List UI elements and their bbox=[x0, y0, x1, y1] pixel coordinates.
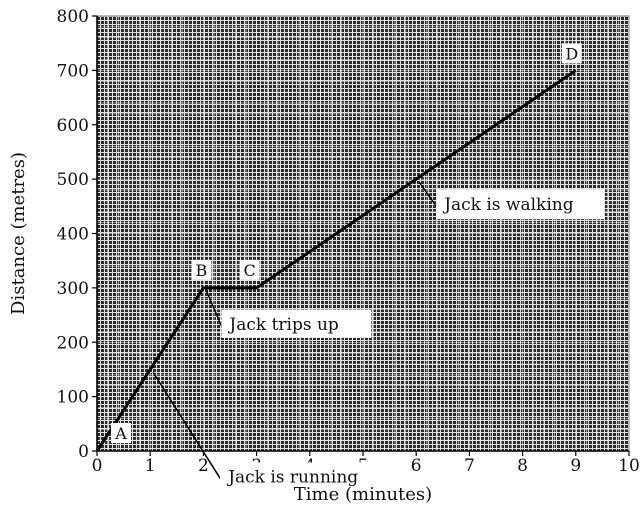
annotation-leader bbox=[205, 290, 223, 327]
point-marker-a: A bbox=[111, 423, 131, 443]
point-marker-c: C bbox=[239, 259, 260, 280]
x-tick-label: 10 bbox=[618, 456, 640, 476]
y-tick-label: 100 bbox=[57, 388, 89, 408]
annotation-box bbox=[221, 309, 372, 338]
y-tick-label: 0 bbox=[78, 442, 89, 462]
point-marker-b: B bbox=[191, 259, 212, 280]
series-layer bbox=[95, 69, 577, 452]
point-marker-d: D bbox=[561, 43, 582, 64]
point-label-box bbox=[239, 259, 260, 280]
y-tick-label: 400 bbox=[57, 225, 89, 245]
series-line bbox=[95, 69, 577, 452]
annotation-leader bbox=[418, 181, 437, 207]
annotation-text: Jack is running bbox=[226, 467, 358, 487]
point-label-box bbox=[561, 43, 582, 64]
x-tick-label: 8 bbox=[517, 456, 528, 476]
point-labels-layer: A B C D bbox=[111, 43, 582, 443]
point-label-box bbox=[111, 423, 131, 443]
y-tick-label: 500 bbox=[57, 170, 89, 190]
point-label: A bbox=[114, 424, 127, 443]
y-axis-label: Distance (metres) bbox=[8, 152, 29, 315]
annotation-text: Jack trips up bbox=[227, 315, 339, 335]
y-tick-label: 800 bbox=[57, 7, 89, 27]
point-label: B bbox=[196, 261, 208, 280]
annotation: Jack is walking bbox=[418, 181, 605, 220]
annotation-box bbox=[436, 189, 605, 220]
y-tick-label: 200 bbox=[57, 333, 89, 353]
x-axis-label: Time (minutes) bbox=[294, 484, 432, 505]
major-gridlines bbox=[96, 15, 630, 452]
point-label-box bbox=[191, 259, 212, 280]
x-tick-label: 2 bbox=[198, 456, 209, 476]
annotation-text: Jack is walking bbox=[442, 195, 574, 215]
point-label: C bbox=[243, 261, 255, 280]
x-tick-label: 0 bbox=[92, 456, 103, 476]
annotation: Jack trips up bbox=[205, 290, 372, 338]
annotation: Jack is running bbox=[152, 372, 389, 491]
annotation-box bbox=[220, 462, 389, 491]
y-tick-label: 300 bbox=[57, 279, 89, 299]
x-tick-label: 6 bbox=[411, 456, 422, 476]
x-tick-label: 7 bbox=[464, 456, 475, 476]
x-tick-label: 1 bbox=[145, 456, 156, 476]
point-label: D bbox=[565, 44, 578, 63]
annotation-leader bbox=[152, 372, 221, 479]
y-tick-label: 700 bbox=[57, 61, 89, 81]
annotation-layer: Jack is running Jack trips up Jack is walk… bbox=[152, 181, 605, 491]
x-tick-label: 9 bbox=[570, 456, 581, 476]
y-tick-label: 600 bbox=[57, 116, 89, 136]
